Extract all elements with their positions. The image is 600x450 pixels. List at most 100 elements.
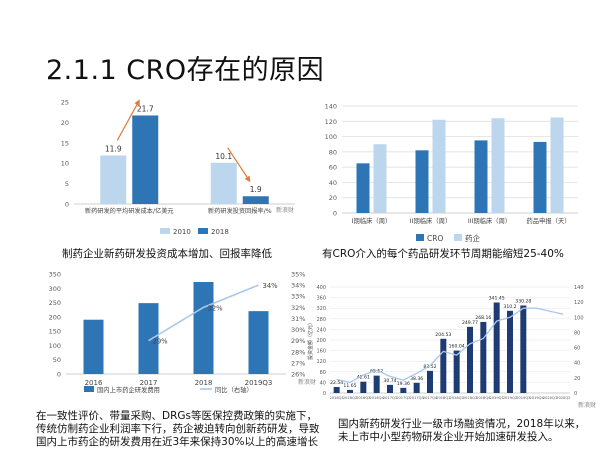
chart-cycle-time-svg: 0 20 40 60 80 100 120 140 I期临床（周） II期临床（周） III期临床（… <box>325 103 578 243</box>
y2-tick-label: 120 <box>574 300 584 306</box>
legend-label: CRO <box>427 234 443 243</box>
y2-tick-label: 34% <box>291 282 305 290</box>
data-label: 42.61 <box>357 375 370 381</box>
bar-financing-1 <box>347 389 353 393</box>
y-tick-label: 200 <box>316 338 326 344</box>
chart-primary-market-financing-svg: 0 40 80 120 160 200 240 280 320 360 400 0 20 40 60 80 10… <box>307 285 596 409</box>
y-tick-label: 40 <box>329 179 337 187</box>
data-label: 11.9 <box>105 144 122 153</box>
x-tick-label: 2019Q3 <box>516 396 530 400</box>
bar-financing-9 <box>453 350 460 393</box>
caption-line-2: 传统仿制药企业利润率下行，药企被迫转向创新药研发，导致 <box>36 423 320 435</box>
y2-tick-label: 30% <box>291 326 305 334</box>
x-tick-label: 2016Q3 <box>356 396 370 400</box>
x-tick-label: I期临床（周） <box>352 216 392 225</box>
bar-CRO-3 <box>533 141 547 213</box>
data-label: 249.77 <box>462 320 478 326</box>
bar-药企-3 <box>550 117 564 213</box>
yoy-label: 32% <box>208 304 224 312</box>
y-tick-label: 280 <box>316 317 326 323</box>
data-label: 10.1 <box>215 152 232 161</box>
y-tick-label: 20 <box>329 194 337 202</box>
y-tick-label: 0 <box>333 210 337 218</box>
bar-CRO-1 <box>415 150 429 213</box>
legend-label: 药企 <box>465 233 480 243</box>
slide-title: 2.1.1 CRO存在的原因 <box>46 55 325 86</box>
y2-tick-label: 32% <box>291 304 305 312</box>
data-label: 19.36 <box>397 381 410 387</box>
y-tick-label: 0 <box>65 201 69 209</box>
bar-rd-expense-1 <box>138 303 159 374</box>
bar-financing-5 <box>400 387 407 393</box>
data-label: 83.52 <box>423 364 436 370</box>
y2-tick-label: 140 <box>574 285 584 291</box>
bar-financing-2 <box>360 381 367 393</box>
x-tick-label: II期临床（周） <box>410 216 452 225</box>
bar-financing-13 <box>507 310 513 393</box>
y2-tick-label: 80 <box>574 330 580 336</box>
bar-rd-expense-2 <box>193 282 214 374</box>
y-tick-label: 400 <box>316 285 326 291</box>
data-label: 160.04 <box>449 344 465 350</box>
bar-financing-10 <box>467 326 473 393</box>
bar-2010-1 <box>210 162 237 204</box>
caption-line-1: 在一致性评价、带量采购、DRGs等医保控费政策的实施下， <box>36 410 317 422</box>
legend-swatch-2010 <box>160 228 170 234</box>
x-tick-label: 2020Q2 <box>556 396 570 400</box>
y-tick-label: 320 <box>316 306 326 312</box>
y-tick-label: 0 <box>323 391 326 397</box>
bar-药企-1 <box>432 119 446 213</box>
watermark-text: 新浪财 <box>276 206 294 214</box>
y-tick-label: 40 <box>320 380 326 386</box>
caption-line-3: 国内上市药企的研发费用在近3年来保持30%以上的高速增长 <box>36 436 319 448</box>
y-tick-label: 60 <box>329 164 337 172</box>
y-tick-label: 350 <box>49 271 61 279</box>
y-tick-label: 140 <box>325 103 337 111</box>
watermark-text: 新浪财 <box>578 401 596 409</box>
data-label: 330.28 <box>515 298 531 304</box>
x-tick-label: 2019Q1 <box>490 396 504 400</box>
y-tick-label: 20 <box>61 119 69 127</box>
legend-swatch-药企 <box>454 234 462 241</box>
x-tick-label: 新药研发投资回报率/% <box>208 207 272 215</box>
y2-tick-label: 40 <box>574 361 580 367</box>
y-tick-label: 80 <box>320 370 326 376</box>
x-tick-label: 2017Q3 <box>410 396 424 400</box>
y-tick-label: 25 <box>61 99 69 107</box>
deal-count-line <box>336 307 564 384</box>
legend-swatch-rd-expense <box>84 386 94 392</box>
chart-primary-market-financing: 0 40 80 120 160 200 240 280 320 360 400 0 20 40 60 80 10… <box>300 277 598 417</box>
y2-tick-label: 0 <box>574 391 577 397</box>
y2-tick-label: 60 <box>574 346 580 352</box>
y-tick-label: 15 <box>61 139 69 147</box>
x-tick-label: 2020Q1 <box>543 396 557 400</box>
x-tick-label: 2018Q3 <box>463 396 477 400</box>
x-tick-label: 2019Q4 <box>530 396 545 400</box>
y-tick-label: 150 <box>49 328 61 336</box>
trend-arrow <box>227 147 251 183</box>
y2-tick-label: 100 <box>574 315 584 321</box>
y-tick-label: 160 <box>316 349 326 355</box>
x-tick-label: 2016Q1 <box>330 396 344 400</box>
bar-financing-11 <box>480 321 487 393</box>
bar-2010-0 <box>100 155 127 204</box>
yoy-label: 34% <box>263 282 279 290</box>
y-tick-label: 80 <box>329 148 337 156</box>
x-tick-label: 2018Q4 <box>476 396 491 400</box>
caption-primary-market-financing: 国内新药研发行业一级市场融资情况，2018年以来， 未上市中小型药物研发企业开始… <box>338 418 598 444</box>
x-tick-label: 2019Q3 <box>245 379 273 387</box>
bar-financing-8 <box>440 338 447 393</box>
bar-2018-0 <box>132 115 159 204</box>
bar-rd-expense-0 <box>83 319 104 374</box>
bar-rd-expense-3 <box>248 311 269 374</box>
y2-tick-label: 31% <box>291 315 305 323</box>
x-tick-label: 新药研发的平均研发成本/亿美元 <box>85 207 174 215</box>
y-tick-label: 240 <box>316 327 326 333</box>
data-label: 268.16 <box>475 315 491 321</box>
bar-financing-4 <box>387 384 393 393</box>
x-tick-label: 2017Q2 <box>396 396 410 400</box>
y-tick-label: 0 <box>57 371 61 379</box>
y-tick-label: 360 <box>316 296 326 302</box>
data-label: 1.9 <box>250 185 262 194</box>
trend-arrow <box>116 99 140 141</box>
